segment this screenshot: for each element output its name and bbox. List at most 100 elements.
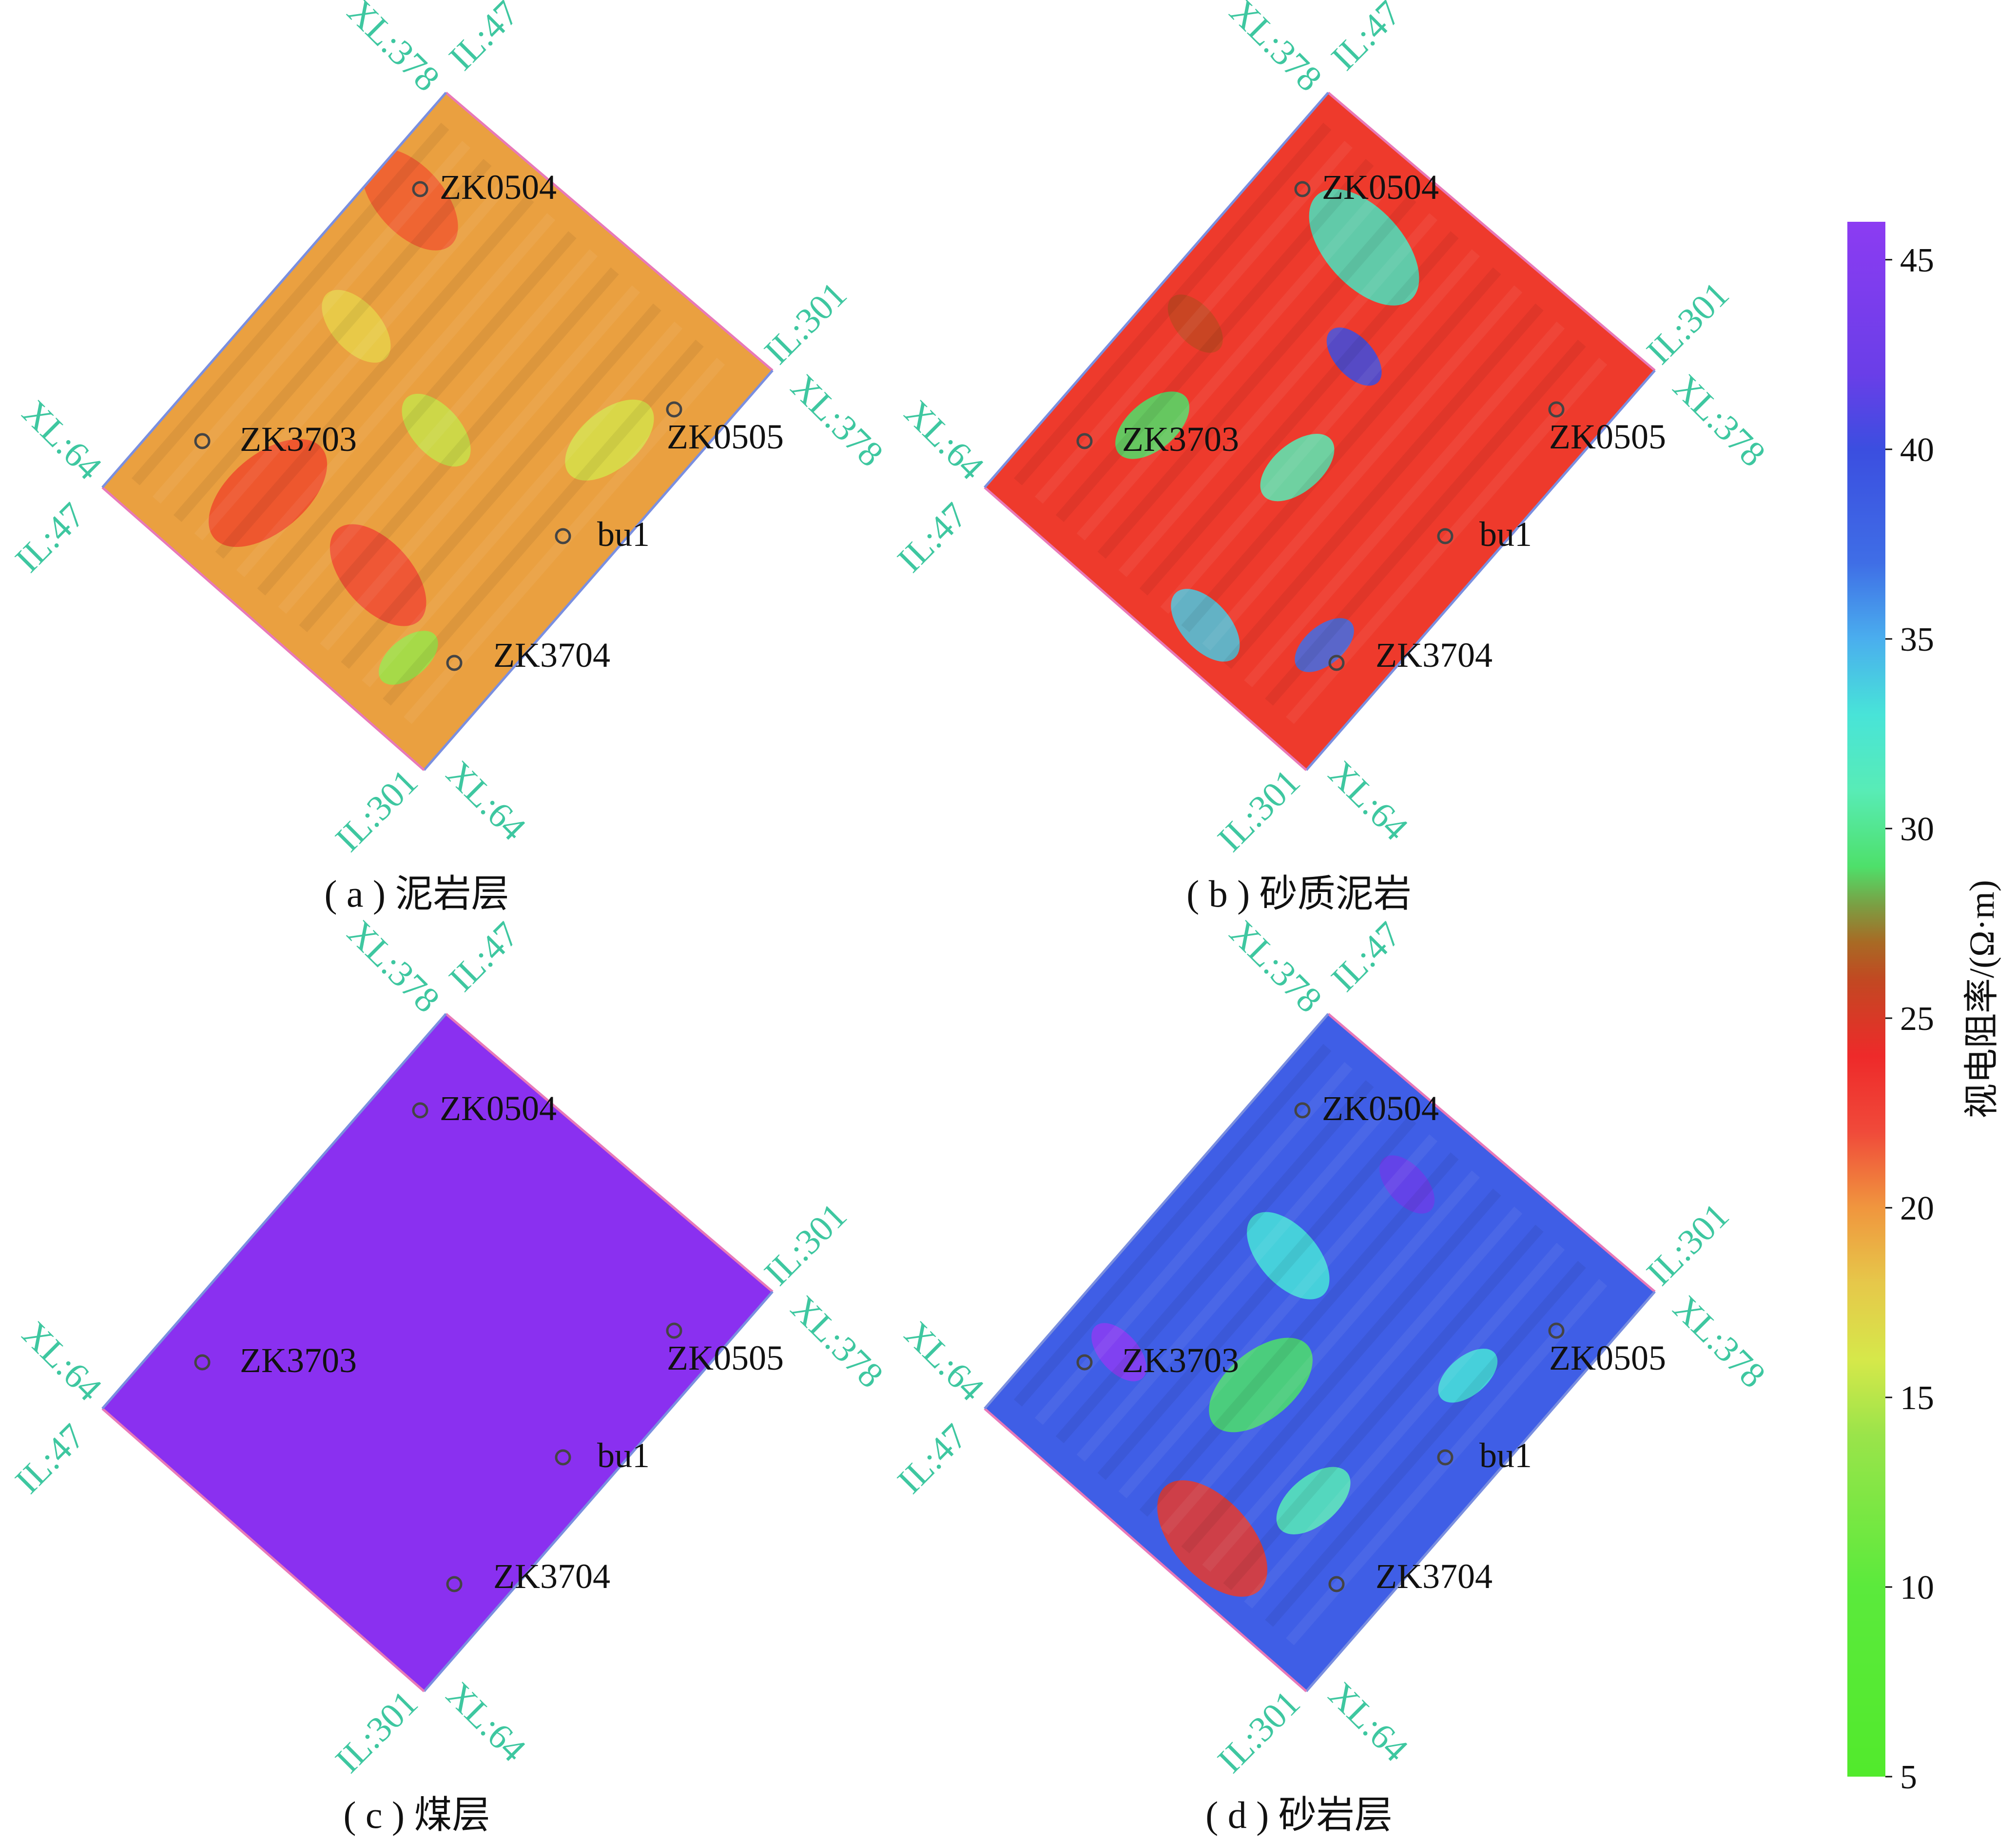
texture-streak [1244, 1242, 1565, 1609]
panel-caption: ( c ) 煤层 [343, 1794, 490, 1836]
well-marker [666, 401, 682, 418]
texture-streak [194, 177, 513, 541]
well-marker [1328, 655, 1345, 671]
axis-label-left-il: IL:47 [890, 1416, 975, 1501]
map-edge-top-right [1327, 1013, 1656, 1293]
map-edge-top-left [101, 92, 447, 488]
map-edge-bottom-left [984, 486, 1307, 771]
map-edge-top-right [1327, 92, 1656, 371]
colorbar: 45 40 35 30 25 20 15 10 5 视电阻率/(Ω·m) [1847, 222, 2001, 1796]
well-label: bu1 [597, 515, 650, 554]
resistivity-patch [1157, 1480, 1268, 1597]
well-marker [1437, 528, 1454, 544]
well-label: ZK3704 [1376, 1557, 1493, 1596]
axis-label-top-il: IL:47 [1324, 914, 1409, 999]
resistivity-patch [1247, 1212, 1330, 1299]
well-marker [1548, 1322, 1565, 1339]
texture-streak [1202, 285, 1523, 651]
texture-streak [236, 213, 556, 578]
texture-streak [341, 303, 661, 669]
resistivity-patch [1276, 1467, 1351, 1534]
resistivity-map [102, 1014, 773, 1691]
axis-label-top-xl: XL:378 [340, 913, 447, 1021]
map-edge-top-right [445, 92, 774, 371]
axis-label-bottom-xl: XL:64 [1321, 1675, 1416, 1770]
axis-label-top-il: IL:47 [442, 0, 526, 78]
well-label: ZK3703 [1122, 420, 1239, 459]
texture-streak [320, 285, 640, 651]
texture-streak [1202, 1206, 1523, 1572]
texture-streak [1265, 1260, 1586, 1627]
colorbar-tick-label: 35 [1900, 621, 1934, 659]
well-marker [412, 181, 428, 197]
axis-label-left-xl: XL:64 [897, 1314, 992, 1409]
well-marker [1328, 1576, 1345, 1592]
texture-streak [362, 321, 683, 688]
well-marker [666, 1322, 682, 1339]
well-label: ZK0505 [667, 417, 784, 456]
resistivity-patch [379, 631, 438, 685]
map-edge-bottom-left [984, 1408, 1307, 1692]
texture-streak [1244, 321, 1565, 688]
axis-label-right-il: IL:301 [1639, 274, 1737, 372]
axis-label-right-il: IL:301 [757, 274, 854, 372]
axis-label-bottom-xl: XL:64 [439, 754, 534, 849]
colorbar-tick-label: 25 [1900, 1000, 1934, 1038]
texture-streak [1076, 177, 1396, 541]
resistivity-patch [1091, 1323, 1147, 1381]
axis-label-top-il: IL:47 [1324, 0, 1409, 78]
map-edge-bottom-left [101, 1408, 425, 1692]
texture-streak [1118, 1134, 1438, 1499]
well-marker [1076, 1354, 1093, 1371]
resistivity-map [985, 1014, 1655, 1691]
panel-caption: ( d ) 砂岩层 [1205, 1794, 1392, 1836]
well-marker [446, 1576, 463, 1592]
axis-label-right-xl: XL:378 [783, 367, 891, 475]
resistivity-map [102, 93, 773, 770]
axis-label-top-xl: XL:378 [1222, 913, 1330, 1021]
texture-streak [1076, 1098, 1396, 1462]
texture-streak [1223, 1224, 1544, 1590]
axis-label-left-xl: XL:64 [897, 393, 992, 488]
axis-label-bottom-il: IL:301 [1210, 762, 1308, 859]
well-label: ZK0504 [1322, 168, 1439, 207]
well-marker [1548, 401, 1565, 418]
panel-caption: ( a ) 泥岩层 [324, 872, 509, 915]
well-marker [446, 655, 463, 671]
well-label: ZK3704 [1376, 636, 1493, 675]
axis-label-bottom-xl: XL:64 [1321, 754, 1416, 849]
axis-label-bottom-il: IL:301 [328, 762, 426, 859]
axis-label-right-xl: XL:378 [1666, 367, 1773, 475]
resistivity-patch [1438, 1348, 1498, 1403]
texture-streak [257, 231, 577, 596]
map-edge-top-left [984, 92, 1329, 488]
texture-streak [1265, 339, 1586, 706]
well-label: ZK0505 [1549, 1338, 1666, 1377]
map-edge-bottom-right [423, 1291, 774, 1692]
well-label: ZK0504 [440, 1089, 557, 1128]
resistivity-patch [1295, 618, 1354, 672]
well-marker [1076, 433, 1093, 449]
resistivity-patch [209, 439, 328, 547]
resistivity-patch [1326, 327, 1382, 386]
axis-label-bottom-xl: XL:64 [439, 1675, 534, 1770]
well-marker [1437, 1449, 1454, 1466]
map-base [985, 1014, 1655, 1691]
resistivity-patch [1260, 434, 1335, 502]
well-label: bu1 [1479, 1436, 1532, 1475]
axis-label-right-il: IL:301 [1639, 1196, 1737, 1293]
map-edge-top-left [101, 1013, 447, 1410]
axis-label-top-il: IL:47 [442, 914, 526, 999]
colorbar-title: 视电阻率/(Ω·m) [1962, 880, 2001, 1118]
axis-label-left-il: IL:47 [8, 1416, 93, 1501]
map-edge-top-right [445, 1013, 774, 1293]
well-label: ZK3703 [240, 1341, 357, 1380]
well-label: ZK3704 [493, 1557, 610, 1596]
colorbar-tick-label: 5 [1900, 1759, 1917, 1796]
well-marker [194, 1354, 211, 1371]
resistivity-patch [322, 290, 391, 363]
resistivity-patch [402, 393, 471, 467]
texture-streak [131, 122, 449, 485]
